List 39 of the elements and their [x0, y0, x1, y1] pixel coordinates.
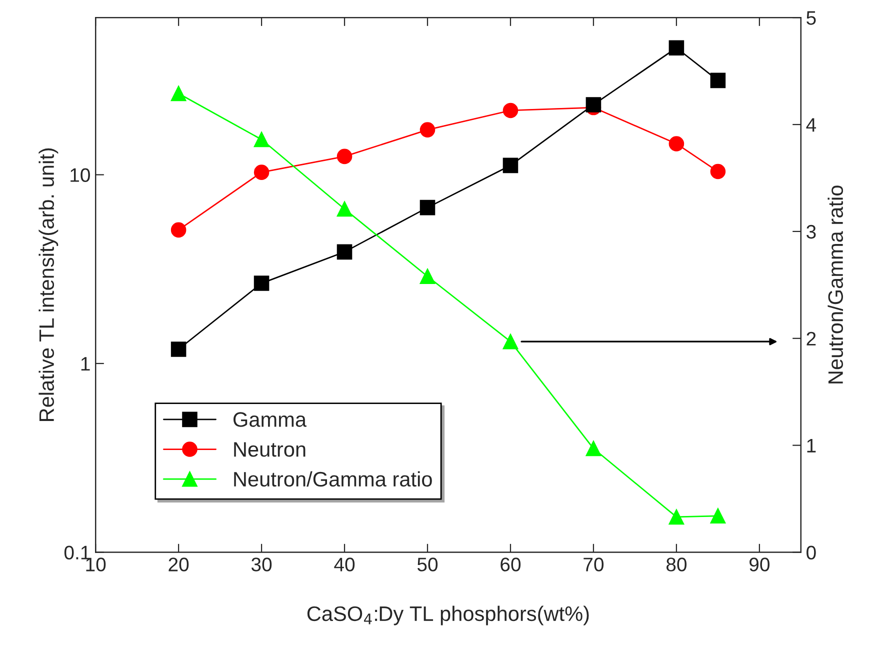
x-tick-label: 60	[500, 558, 521, 572]
point	[586, 97, 602, 112]
y2-axis-title: Neutron/Gamma ratio	[828, 186, 844, 384]
y-tick-label: 0.1	[64, 546, 90, 560]
x-tick-label: 80	[666, 558, 687, 572]
point	[502, 158, 518, 174]
point	[170, 342, 186, 357]
point	[502, 102, 518, 118]
x-tick-label: 90	[750, 558, 770, 572]
x-axis-title: CaSO$_{4}$:Dy TL phosphors(wt%)	[307, 606, 589, 626]
point	[336, 148, 352, 164]
legend-label: Neutron	[234, 442, 306, 457]
y2-tick-label: 2	[806, 332, 816, 346]
point	[668, 136, 684, 152]
point	[710, 72, 726, 88]
y-tick-label: 10	[70, 168, 90, 182]
y2-tick-label: 4	[806, 118, 816, 132]
y2-tick-label: 5	[806, 11, 816, 25]
x-tick-label: 30	[251, 558, 272, 572]
x-tick-label: 50	[417, 558, 438, 572]
legend-label: Gamma	[234, 412, 307, 427]
point	[254, 276, 270, 291]
x-tick-label: 20	[168, 558, 189, 572]
y2-tick-label: 1	[807, 438, 816, 452]
point	[170, 222, 186, 238]
point	[710, 164, 726, 180]
point	[336, 244, 352, 260]
point	[420, 200, 436, 216]
x-tick-label: 40	[334, 558, 355, 572]
legend-label: Neutron/Gamma ratio	[234, 471, 432, 487]
y-tick-label: 1	[81, 357, 90, 371]
y2-tick-label: 0	[806, 546, 816, 560]
point	[254, 164, 270, 180]
x-tick-label: 10	[86, 558, 106, 572]
y-axis-title: Relative TL intensity(arb. unit)	[38, 148, 58, 421]
y2-tick-label: 3	[806, 224, 816, 239]
x-tick-label: 70	[584, 558, 604, 572]
point	[420, 122, 436, 138]
point	[668, 40, 684, 56]
